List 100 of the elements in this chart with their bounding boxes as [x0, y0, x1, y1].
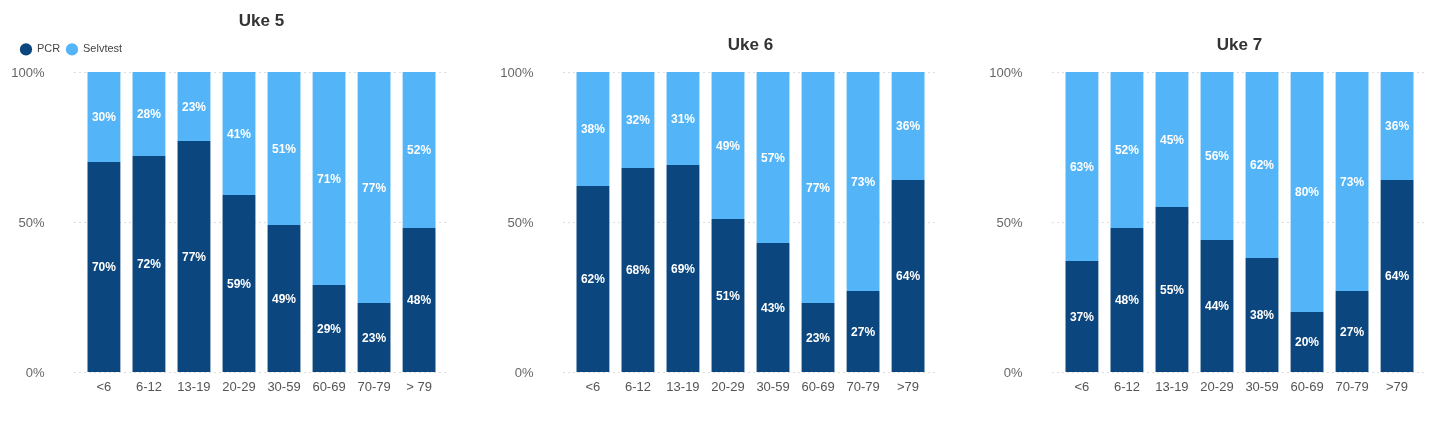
bar	[1380, 72, 1414, 180]
bar	[666, 72, 700, 165]
data-label: 62%	[580, 272, 606, 286]
data-label: 23%	[362, 330, 387, 345]
data-label: 36%	[896, 119, 921, 133]
data-label: 30%	[91, 110, 117, 124]
data-label: 27%	[851, 324, 876, 339]
bar	[621, 72, 655, 168]
data-label: 41%	[226, 126, 252, 141]
data-label: 73%	[1340, 174, 1365, 189]
data-label: 32%	[625, 113, 651, 127]
x-tick-label: 30-59	[756, 378, 790, 394]
data-label: 20%	[1295, 335, 1320, 349]
x-tick-label: 30-59	[1245, 378, 1279, 394]
data-label: 28%	[136, 107, 162, 121]
bar	[87, 162, 121, 372]
data-label: 51%	[271, 141, 297, 156]
data-label: 29%	[317, 321, 342, 336]
data-label: 73%	[851, 174, 876, 189]
x-tick-label: 60-69	[801, 378, 835, 394]
y-tick-label: 50%	[507, 214, 534, 230]
bar	[846, 291, 880, 372]
x-tick-label: <6	[96, 378, 112, 394]
data-label: 36%	[1385, 119, 1410, 133]
bar	[1290, 72, 1324, 312]
bar	[1335, 291, 1369, 372]
bar	[1110, 72, 1144, 228]
bar	[711, 72, 745, 219]
bar	[711, 219, 745, 372]
bar	[357, 303, 391, 372]
data-label: 52%	[1114, 143, 1140, 157]
x-tick-label: 60-69	[1290, 378, 1324, 394]
data-label: 72%	[136, 257, 162, 271]
bar	[1245, 72, 1279, 258]
data-label: 38%	[580, 122, 606, 136]
y-tick-label: 100%	[500, 64, 534, 80]
data-label: 23%	[806, 330, 831, 345]
data-label: 27%	[1340, 324, 1365, 339]
bar	[132, 156, 166, 372]
bar	[1200, 240, 1234, 372]
bar	[756, 72, 790, 243]
x-tick-label: > 79	[406, 378, 432, 394]
data-label: 37%	[1069, 309, 1095, 324]
x-tick-label: 13-19	[666, 378, 700, 394]
x-tick-label: 20-29	[711, 378, 745, 394]
bar	[1380, 180, 1414, 372]
bar	[177, 141, 211, 372]
data-label: 80%	[1295, 185, 1320, 199]
x-tick-label: >79	[1386, 378, 1409, 394]
data-label: 69%	[670, 261, 696, 276]
x-tick-label: 13-19	[1155, 378, 1189, 394]
data-label: 31%	[670, 111, 696, 126]
data-label: 71%	[317, 171, 342, 186]
data-label: 48%	[1114, 293, 1140, 307]
bar	[846, 72, 880, 291]
bar	[132, 72, 166, 156]
bar	[756, 243, 790, 372]
bar	[891, 72, 925, 180]
x-tick-label: 70-79	[357, 378, 391, 394]
bar	[267, 225, 301, 372]
bar	[1155, 207, 1189, 372]
chart-title: Uke 6	[727, 35, 774, 54]
bar	[402, 72, 436, 228]
data-label: 63%	[1069, 159, 1095, 174]
bar	[1110, 228, 1144, 372]
x-tick-label: >79	[897, 378, 920, 394]
data-label: 77%	[181, 249, 207, 264]
data-label: 64%	[1385, 269, 1410, 283]
bar	[402, 228, 436, 372]
x-tick-label: 20-29	[222, 378, 256, 394]
data-label: 45%	[1159, 132, 1185, 147]
data-label: 62%	[1249, 158, 1275, 172]
y-tick-label: 0%	[514, 364, 534, 380]
data-label: 59%	[226, 276, 252, 291]
bar	[1065, 261, 1099, 372]
bar	[801, 72, 835, 303]
data-label: 51%	[715, 288, 741, 303]
x-tick-label: 13-19	[177, 378, 211, 394]
y-tick-label: 50%	[996, 214, 1023, 230]
data-label: 48%	[407, 293, 432, 307]
x-tick-label: <6	[1074, 378, 1090, 394]
data-label: 70%	[91, 260, 117, 274]
x-tick-label: <6	[585, 378, 601, 394]
x-tick-label: 70-79	[846, 378, 880, 394]
y-tick-label: 100%	[11, 64, 45, 80]
bar	[801, 303, 835, 372]
y-tick-label: 50%	[18, 214, 45, 230]
bar	[1245, 258, 1279, 372]
bar	[357, 72, 391, 303]
bar	[87, 72, 121, 162]
bar	[1065, 72, 1099, 261]
data-label: 57%	[760, 150, 786, 165]
bar	[222, 72, 256, 195]
bar	[666, 165, 700, 372]
x-tick-label: 30-59	[267, 378, 301, 394]
y-tick-label: 100%	[989, 64, 1023, 80]
bar	[177, 72, 211, 141]
bar	[267, 72, 301, 225]
data-label: 49%	[715, 138, 741, 153]
bar	[1155, 72, 1189, 207]
